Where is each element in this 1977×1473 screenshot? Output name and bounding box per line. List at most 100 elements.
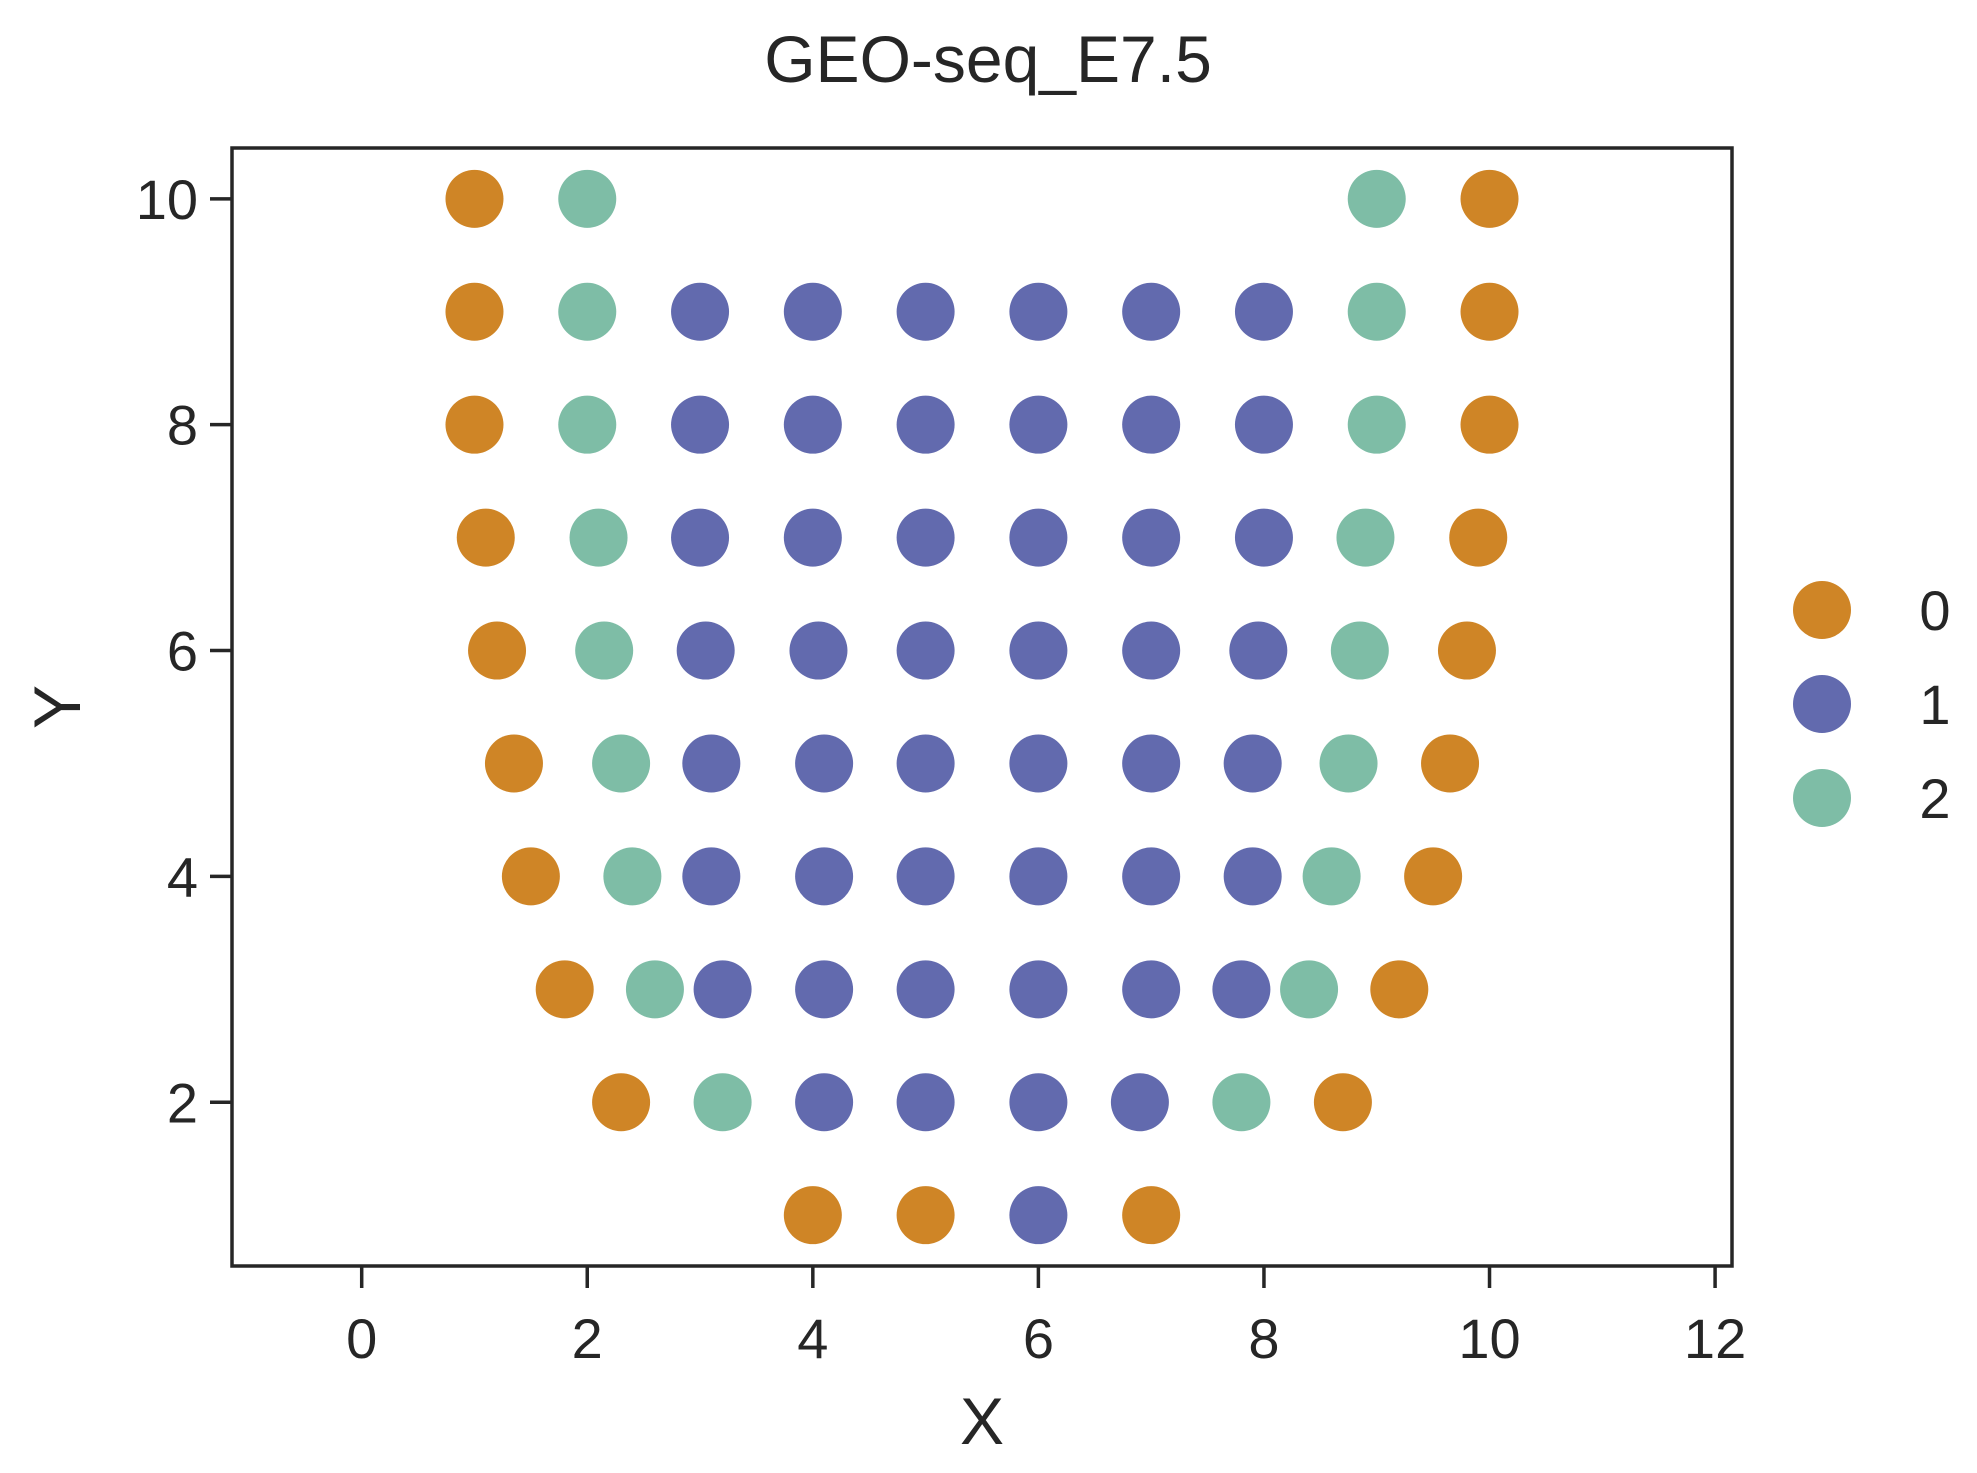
data-point-series-0 bbox=[501, 847, 560, 906]
data-point-series-2 bbox=[1302, 847, 1361, 906]
data-point-series-0 bbox=[1122, 1186, 1181, 1245]
legend-label-1: 1 bbox=[1919, 673, 1950, 736]
data-point-series-1 bbox=[693, 960, 752, 1019]
data-point-series-1 bbox=[1122, 621, 1181, 680]
data-point-series-2 bbox=[1212, 1073, 1271, 1132]
data-point-series-1 bbox=[1009, 960, 1068, 1019]
legend-label-2: 2 bbox=[1919, 767, 1950, 830]
x-tick-label: 0 bbox=[346, 1307, 377, 1370]
data-point-series-2 bbox=[558, 395, 617, 454]
data-point-series-1 bbox=[1122, 960, 1181, 1019]
data-point-series-1 bbox=[795, 734, 854, 793]
data-point-series-0 bbox=[1460, 395, 1519, 454]
y-tick-label: 10 bbox=[136, 168, 198, 231]
data-point-series-1 bbox=[789, 621, 848, 680]
y-axis-title: Y bbox=[20, 685, 94, 729]
data-point-series-0 bbox=[456, 508, 515, 567]
x-axis-title: X bbox=[960, 1384, 1004, 1458]
data-point-series-1 bbox=[1009, 621, 1068, 680]
data-point-series-0 bbox=[1421, 734, 1480, 793]
data-point-series-1 bbox=[671, 508, 730, 567]
data-point-series-1 bbox=[1110, 1073, 1169, 1132]
x-tick-label: 2 bbox=[572, 1307, 603, 1370]
data-point-series-2 bbox=[1280, 960, 1339, 1019]
data-point-series-1 bbox=[783, 282, 842, 341]
data-point-series-1 bbox=[1009, 282, 1068, 341]
data-point-series-1 bbox=[896, 1073, 955, 1132]
data-point-series-0 bbox=[445, 282, 504, 341]
y-tick-label: 2 bbox=[167, 1071, 198, 1134]
data-point-series-2 bbox=[569, 508, 628, 567]
data-point-series-0 bbox=[484, 734, 543, 793]
data-point-series-1 bbox=[1122, 847, 1181, 906]
data-point-series-1 bbox=[896, 847, 955, 906]
legend: 0 1 2 bbox=[1793, 579, 1951, 830]
data-point-series-1 bbox=[682, 734, 741, 793]
data-point-series-0 bbox=[1460, 282, 1519, 341]
data-point-series-1 bbox=[1009, 395, 1068, 454]
data-point-series-1 bbox=[1122, 395, 1181, 454]
data-point-series-1 bbox=[896, 508, 955, 567]
data-point-series-2 bbox=[1347, 282, 1406, 341]
data-point-series-0 bbox=[468, 621, 527, 680]
data-point-series-1 bbox=[682, 847, 741, 906]
data-point-series-1 bbox=[1009, 734, 1068, 793]
data-point-series-1 bbox=[896, 395, 955, 454]
data-point-series-1 bbox=[1122, 734, 1181, 793]
data-point-series-1 bbox=[896, 734, 955, 793]
data-point-series-1 bbox=[1122, 508, 1181, 567]
y-axis: 2 4 6 8 10 bbox=[136, 168, 232, 1134]
data-point-series-1 bbox=[1229, 621, 1288, 680]
data-point-series-2 bbox=[1319, 734, 1378, 793]
data-point-series-2 bbox=[558, 169, 617, 228]
data-point-series-1 bbox=[1009, 1186, 1068, 1245]
data-point-series-1 bbox=[676, 621, 735, 680]
data-point-series-1 bbox=[1223, 734, 1282, 793]
data-point-series-1 bbox=[896, 282, 955, 341]
data-point-series-2 bbox=[1336, 508, 1395, 567]
data-point-series-0 bbox=[592, 1073, 651, 1132]
data-point-series-1 bbox=[1223, 847, 1282, 906]
data-point-series-0 bbox=[1404, 847, 1463, 906]
data-point-series-1 bbox=[783, 395, 842, 454]
data-point-series-0 bbox=[445, 169, 504, 228]
data-point-series-1 bbox=[896, 960, 955, 1019]
data-point-series-1 bbox=[1212, 960, 1271, 1019]
chart-title: GEO-seq_E7.5 bbox=[764, 22, 1212, 96]
y-tick-label: 8 bbox=[167, 394, 198, 457]
plot-frame bbox=[230, 146, 1734, 1268]
data-point-series-1 bbox=[1234, 282, 1293, 341]
data-point-series-0 bbox=[445, 395, 504, 454]
data-point-series-1 bbox=[896, 621, 955, 680]
x-tick-label: 6 bbox=[1023, 1307, 1054, 1370]
x-tick-label: 8 bbox=[1248, 1307, 1279, 1370]
data-point-series-1 bbox=[671, 282, 730, 341]
data-point-series-1 bbox=[1234, 395, 1293, 454]
data-point-series-0 bbox=[783, 1186, 842, 1245]
data-point-series-0 bbox=[1370, 960, 1429, 1019]
data-point-series-2 bbox=[693, 1073, 752, 1132]
legend-marker-2 bbox=[1793, 769, 1851, 827]
data-point-series-1 bbox=[795, 1073, 854, 1132]
data-point-series-2 bbox=[1347, 395, 1406, 454]
y-tick-label: 6 bbox=[167, 620, 198, 683]
data-point-series-2 bbox=[1347, 169, 1406, 228]
data-point-series-2 bbox=[1330, 621, 1389, 680]
data-point-series-1 bbox=[1009, 508, 1068, 567]
data-point-series-2 bbox=[625, 960, 684, 1019]
x-tick-label: 12 bbox=[1684, 1307, 1746, 1370]
data-point-series-0 bbox=[1313, 1073, 1372, 1132]
x-axis: 0 2 4 6 8 10 12 bbox=[346, 1266, 1746, 1370]
legend-label-0: 0 bbox=[1919, 579, 1950, 642]
y-tick-label: 4 bbox=[167, 845, 198, 908]
x-tick-label: 10 bbox=[1458, 1307, 1520, 1370]
data-point-series-0 bbox=[1460, 169, 1519, 228]
data-point-series-0 bbox=[535, 960, 594, 1019]
data-point-series-0 bbox=[896, 1186, 955, 1245]
data-point-series-1 bbox=[795, 847, 854, 906]
data-point-series-2 bbox=[592, 734, 651, 793]
data-point-series-1 bbox=[1009, 1073, 1068, 1132]
data-point-series-2 bbox=[558, 282, 617, 341]
data-point-series-1 bbox=[783, 508, 842, 567]
